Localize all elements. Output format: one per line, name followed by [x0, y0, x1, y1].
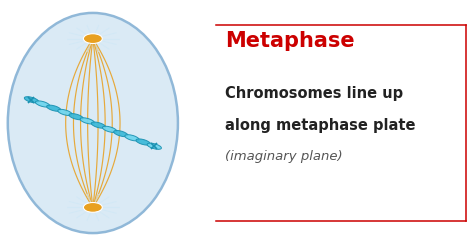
Ellipse shape	[24, 97, 38, 103]
Text: (imaginary plane): (imaginary plane)	[225, 150, 343, 163]
Text: Metaphase: Metaphase	[225, 31, 355, 51]
Ellipse shape	[114, 130, 128, 137]
Ellipse shape	[69, 114, 83, 120]
Ellipse shape	[102, 126, 117, 132]
Ellipse shape	[58, 109, 72, 116]
Ellipse shape	[46, 105, 61, 111]
Ellipse shape	[91, 122, 106, 128]
Ellipse shape	[125, 135, 139, 141]
Ellipse shape	[80, 118, 94, 124]
Circle shape	[83, 34, 102, 44]
Text: along metaphase plate: along metaphase plate	[225, 118, 416, 133]
Ellipse shape	[36, 101, 50, 107]
Ellipse shape	[147, 143, 162, 149]
Circle shape	[83, 202, 102, 212]
Text: Chromosomes line up: Chromosomes line up	[225, 86, 403, 101]
Ellipse shape	[8, 13, 178, 233]
Ellipse shape	[136, 139, 150, 145]
